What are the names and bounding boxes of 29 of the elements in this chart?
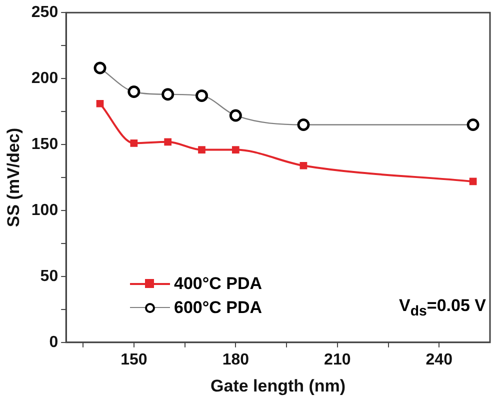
x-axis-title: Gate length (nm) [210, 376, 346, 396]
point [198, 146, 206, 154]
point [164, 138, 172, 146]
point [195, 89, 208, 102]
point [297, 118, 310, 131]
point [469, 178, 477, 186]
point [128, 86, 140, 98]
point [300, 162, 308, 170]
point [94, 62, 106, 74]
annotation: V$_{ds}$=0.05 V [399, 296, 486, 320]
y-tick-label: 50 [40, 268, 58, 285]
y-tick-label: 0 [49, 334, 58, 351]
y-tick-label: 100 [31, 202, 58, 219]
point [232, 146, 240, 154]
y-tick-label: 250 [31, 4, 58, 22]
point [229, 109, 242, 122]
x-tick-label: 180 [222, 351, 250, 368]
y-tick-label: 200 [31, 70, 58, 87]
y-tick-label: 150 [31, 136, 58, 153]
point [162, 88, 174, 101]
x-tick-label: 150 [120, 351, 148, 368]
y-axis-title: SS (mV/dec) [4, 128, 23, 228]
point [130, 140, 138, 147]
x-tick-label: 240 [426, 351, 453, 368]
legend-label: 400°C PDA [174, 274, 262, 294]
point [466, 118, 480, 131]
legend-label: 600°C PDA [174, 298, 262, 318]
point [96, 100, 104, 108]
x-tick-label: 210 [324, 351, 351, 368]
